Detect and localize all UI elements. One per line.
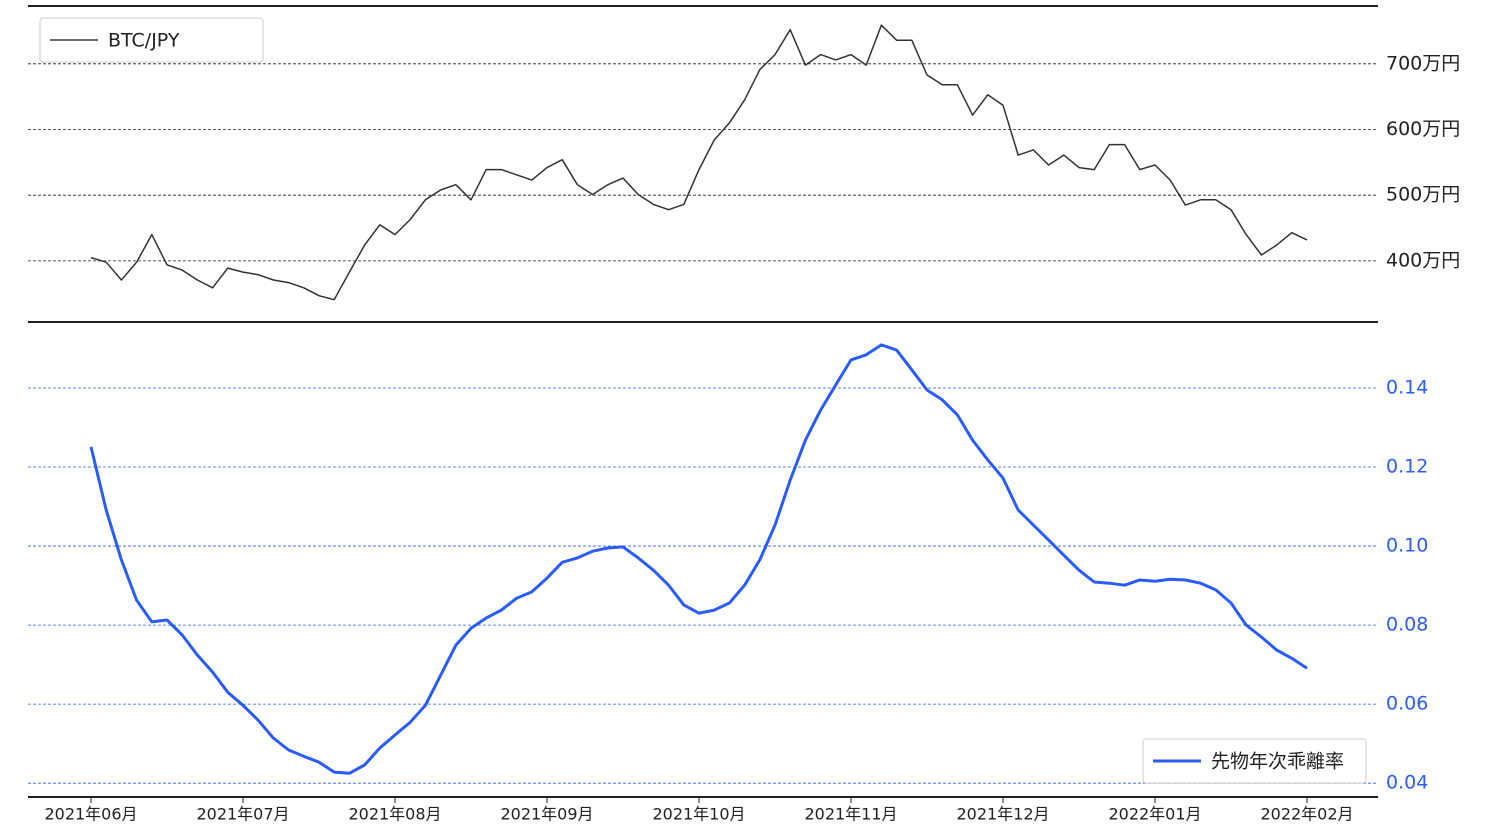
legend: BTC/JPY: [39, 17, 264, 63]
x-tick-label: 2021年11月: [804, 805, 897, 824]
line-series: [90, 24, 1308, 301]
x-tick-label: 2022年02月: [1260, 805, 1353, 824]
y-tick-label: 0.04: [1386, 772, 1428, 794]
y-tick-label: 500万円: [1386, 184, 1460, 206]
y-tick-label: 400万円: [1386, 249, 1460, 271]
x-tick-label: 2021年10月: [652, 805, 745, 824]
y-tick-label: 0.14: [1386, 376, 1428, 398]
legend-box: [39, 17, 264, 63]
y-tick-label: 700万円: [1386, 52, 1460, 74]
y-tick-label: 0.06: [1386, 693, 1428, 715]
y-tick-label: 0.08: [1386, 614, 1428, 636]
y-tick-label: 600万円: [1386, 118, 1460, 140]
legend-box: [1142, 738, 1367, 784]
x-tick-label: 2021年06月: [44, 805, 137, 824]
x-tick-label: 2021年08月: [348, 805, 441, 824]
legend-label: 先物年次乖離率: [1211, 751, 1344, 773]
x-tick-label: 2021年07月: [196, 805, 289, 824]
y-tick-label: 0.10: [1386, 535, 1428, 557]
x-tick-label: 2021年12月: [956, 805, 1049, 824]
legend: 先物年次乖離率: [1142, 738, 1367, 784]
line-series: [89, 343, 1308, 775]
x-tick-label: 2021年09月: [500, 805, 593, 824]
legend-label: BTC/JPY: [108, 30, 180, 52]
x-tick-label: 2022年01月: [1108, 805, 1201, 824]
y-tick-label: 0.12: [1386, 456, 1428, 478]
